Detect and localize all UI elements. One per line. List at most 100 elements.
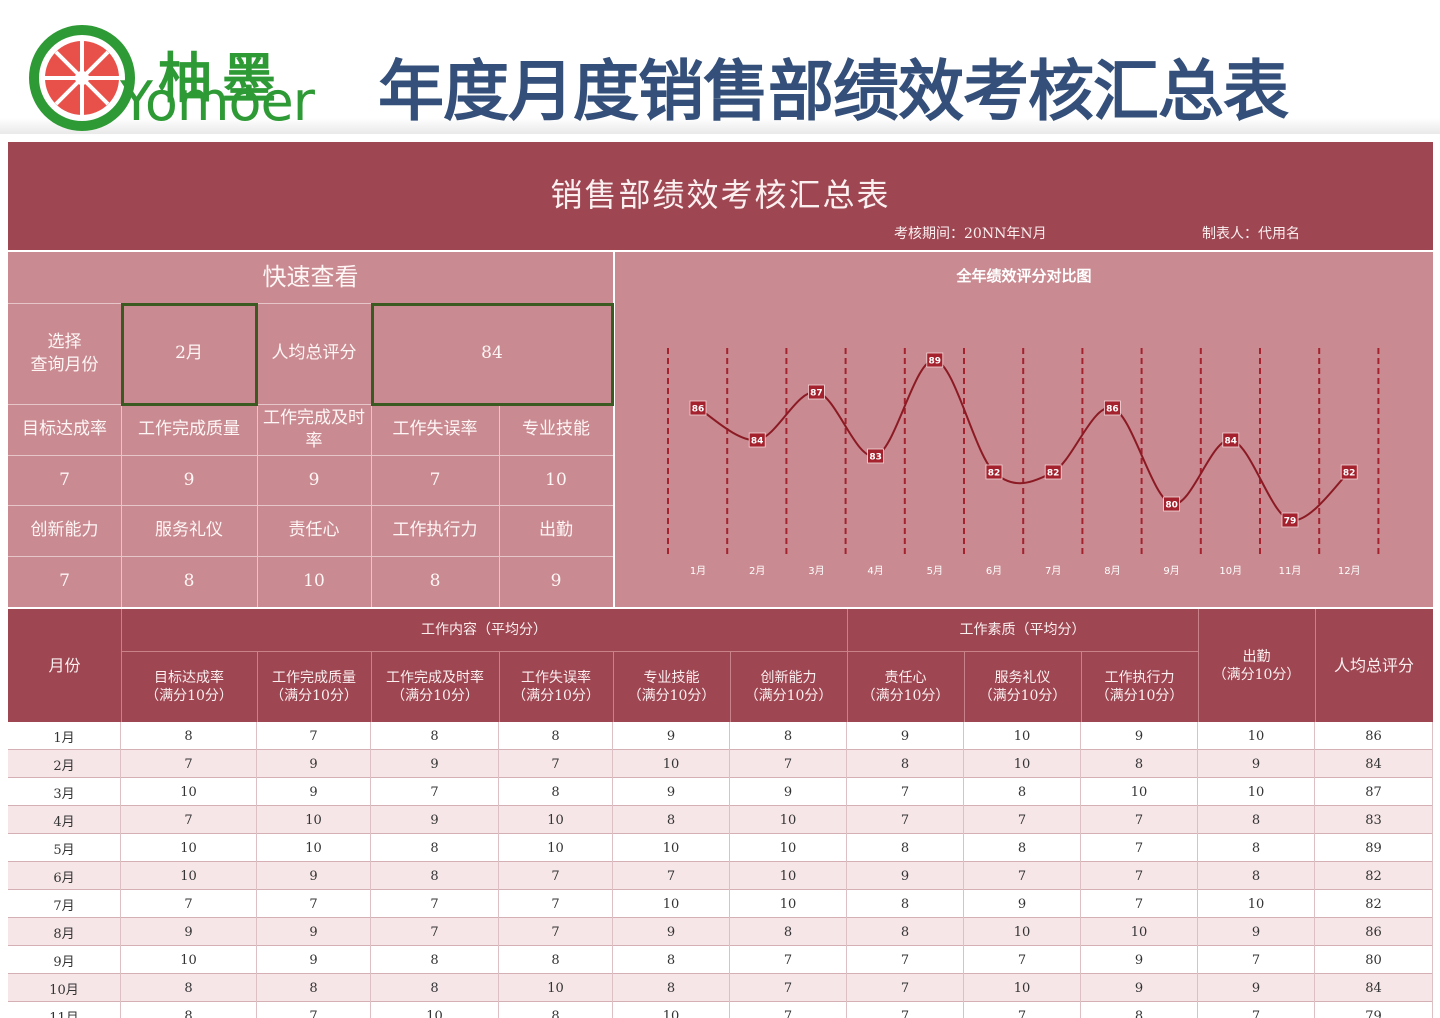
quick-view-title: 快速查看 [262, 263, 359, 291]
data-label: 82 [1047, 469, 1060, 479]
data-label: 89 [929, 357, 942, 367]
x-tick-label: 2月 [749, 565, 765, 577]
month-selector-border [121, 303, 258, 406]
table-cell: 10 [499, 974, 613, 1002]
spreadsheet: 销售部绩效考核汇总表 考核期间：20NN年N月 制表人：代用名 快速查看 选择 … [8, 142, 1433, 1018]
cell-month: 11月 [8, 1002, 121, 1018]
header-target-rate: 目标达成率 （满分10分） [145, 669, 233, 704]
table-cell: 9 [121, 918, 257, 946]
quick-label-innovation: 创新能力 [30, 520, 99, 540]
data-point: 86 [1103, 400, 1121, 416]
table-cell: 7 [499, 750, 613, 778]
table-cell: 7 [1081, 806, 1198, 834]
table-cell: 7 [121, 890, 257, 918]
data-point: 82 [985, 464, 1003, 480]
cell-month: 4月 [8, 806, 121, 834]
table-cell: 10 [613, 834, 730, 862]
x-tick-label: 12月 [1338, 565, 1361, 577]
data-point: 84 [1222, 432, 1240, 448]
table-row: 10月 8 8 8 10 8 7 7 10 9 9 84 [8, 974, 1433, 1002]
table-cell: 9 [613, 778, 730, 806]
table-cell: 9 [371, 806, 499, 834]
sheet-title: 销售部绩效考核汇总表 [550, 176, 891, 214]
table-cell: 7 [371, 890, 499, 918]
header-quality: 工作完成质量 （满分10分） [270, 669, 358, 704]
table-cell: 10 [964, 750, 1081, 778]
header-timeliness: 工作完成及时率 （满分10分） [386, 669, 484, 704]
cell-month: 5月 [8, 834, 121, 862]
table-cell: 8 [613, 946, 730, 974]
table-cell: 8 [613, 806, 730, 834]
maker-label: 制表人：代用名 [1202, 226, 1300, 242]
table-cell: 8 [499, 778, 613, 806]
table-cell: 9 [1198, 918, 1315, 946]
quick-label-timeliness: 工作完成及时率 [263, 407, 365, 451]
quick-value-innovation: 7 [59, 571, 70, 591]
table-cell: 7 [613, 862, 730, 890]
period-label: 考核期间：20NN年N月 [894, 226, 1047, 242]
logo: 柚墨 Yomoer [28, 22, 328, 134]
data-point: 84 [748, 432, 766, 448]
x-tick-label: 9月 [1163, 565, 1179, 577]
avg-score-value: 84 [481, 343, 503, 363]
table-cell: 9 [613, 918, 730, 946]
sheet-banner: 销售部绩效考核汇总表 考核期间：20NN年N月 制表人：代用名 [8, 142, 1433, 250]
table-row: 5月 10 10 8 10 10 10 8 8 7 8 89 [8, 834, 1433, 862]
quick-label-execution: 工作执行力 [392, 520, 478, 540]
header-total: 人均总评分 [1333, 655, 1414, 675]
table-cell: 9 [613, 722, 730, 750]
table-cell: 7 [121, 750, 257, 778]
table-row: 4月 7 10 9 10 8 10 7 7 7 8 83 [8, 806, 1433, 834]
x-tick-label: 3月 [808, 565, 824, 577]
header-month: 月份 [48, 655, 81, 675]
table-cell: 7 [499, 862, 613, 890]
table-cell: 7 [499, 918, 613, 946]
table-cell: 8 [847, 834, 964, 862]
table-cell: 7 [1198, 946, 1315, 974]
table-cell: 10 [730, 834, 847, 862]
data-label: 82 [1343, 469, 1356, 479]
data-point: 83 [867, 448, 885, 464]
table-cell: 7 [257, 890, 371, 918]
table-cell: 9 [847, 722, 964, 750]
table-cell: 9 [257, 862, 371, 890]
data-label: 84 [1225, 437, 1238, 447]
chart-title: 全年绩效评分对比图 [956, 267, 1092, 285]
quick-view-panel: 快速查看 选择 查询月份 2月 人均总评分 84 目标达成率 工作完成质量 工作… [8, 252, 614, 607]
table-cell: 8 [371, 946, 499, 974]
quick-value-attendance: 9 [550, 571, 562, 591]
table-cell: 8 [1198, 834, 1315, 862]
cell-month: 10月 [8, 974, 121, 1002]
table-cell: 7 [964, 946, 1081, 974]
line-chart: 86 84 87 83 89 82 82 86 80 84 79 82 1月 2月 3月 4月 5月 6月 7月 8月… [667, 348, 1380, 577]
table-cell: 7 [847, 946, 964, 974]
data-label: 86 [1106, 405, 1119, 415]
quick-value-execution: 8 [429, 571, 441, 591]
table-cell: 7 [964, 806, 1081, 834]
table-cell: 10 [257, 834, 371, 862]
x-tick-label: 8月 [1104, 565, 1120, 577]
table-cell: 7 [371, 778, 499, 806]
table-cell: 8 [1081, 1002, 1198, 1018]
month-selector[interactable]: 2月 [175, 343, 203, 363]
table-cell: 10 [1198, 722, 1315, 750]
logo-text-en: Yomoer [120, 70, 315, 133]
table-row: 3月 10 9 7 8 9 9 7 8 10 10 87 [8, 778, 1433, 806]
table-cell: 89 [1315, 834, 1433, 862]
data-point: 89 [926, 352, 944, 368]
table-cell: 8 [964, 834, 1081, 862]
avg-score-label: 人均总评分 [271, 343, 357, 363]
cell-month: 3月 [8, 778, 121, 806]
table-cell: 7 [499, 890, 613, 918]
data-point: 82 [1340, 464, 1358, 480]
table-cell: 8 [371, 722, 499, 750]
table-cell: 82 [1315, 890, 1433, 918]
data-point: 87 [807, 384, 825, 400]
table-cell: 9 [964, 890, 1081, 918]
table-cell: 7 [1081, 890, 1198, 918]
quick-label-responsibility: 责任心 [288, 520, 340, 540]
table-cell: 10 [257, 806, 371, 834]
table-cell: 86 [1315, 918, 1433, 946]
table-cell: 7 [847, 1002, 964, 1018]
header-group-quality: 工作素质（平均分） [959, 622, 1086, 638]
